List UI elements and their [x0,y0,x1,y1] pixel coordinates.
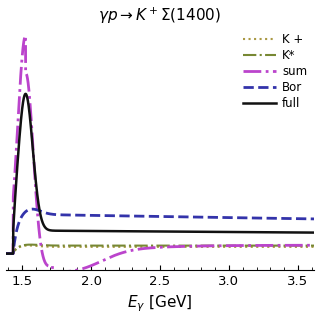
Bor [313,217,316,221]
sum [122,250,126,254]
Bor [307,217,310,221]
K* [307,244,310,248]
Line: K +: K + [5,245,315,253]
sum [24,34,28,38]
full [24,92,28,96]
K + [39,244,43,248]
full [313,231,316,235]
sum [136,247,140,251]
K* [273,244,277,248]
Bor [39,209,43,213]
full [57,229,61,233]
sum [307,243,310,247]
Bor [136,214,140,218]
X-axis label: $E_\gamma$ [GeV]: $E_\gamma$ [GeV] [127,294,193,315]
sum [313,243,316,247]
K + [313,245,316,249]
Line: sum: sum [5,36,315,273]
K* [136,244,140,248]
K* [57,244,61,247]
full [307,231,310,235]
sum [57,270,61,274]
Bor [30,207,34,211]
K + [4,252,7,255]
Title: $\gamma p \rightarrow K^+\Sigma(1400)$: $\gamma p \rightarrow K^+\Sigma(1400)$ [99,5,221,26]
Line: Bor: Bor [5,209,315,253]
Bor [122,214,126,218]
Legend: K +, K*, sum, Bor, full: K +, K*, sum, Bor, full [238,29,312,115]
Bor [4,252,7,255]
sum [51,271,55,275]
K + [57,245,61,249]
K + [27,244,31,247]
sum [39,243,43,247]
K* [29,243,33,246]
full [273,230,277,234]
K + [273,245,277,249]
Line: K*: K* [5,244,315,253]
K* [122,244,126,248]
K* [4,252,7,255]
K + [122,245,126,249]
K + [136,245,140,249]
Line: full: full [5,94,315,253]
full [122,229,126,233]
full [39,215,43,219]
K + [307,245,310,249]
full [4,252,7,255]
K* [39,243,43,247]
full [136,229,140,233]
sum [273,244,277,247]
K* [313,244,316,248]
Bor [273,216,277,220]
sum [4,252,7,255]
Bor [57,213,61,217]
